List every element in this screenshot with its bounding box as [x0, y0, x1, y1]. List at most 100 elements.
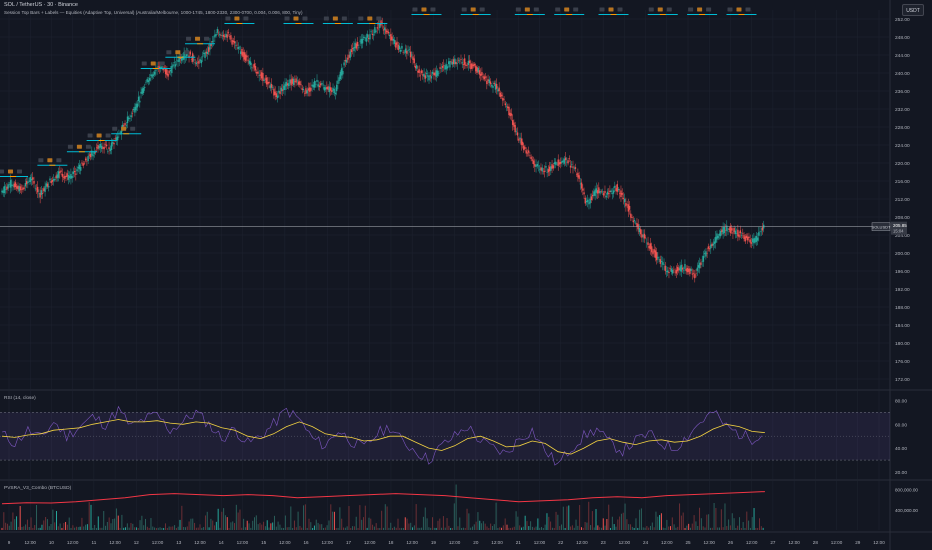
volume-bar [166, 527, 168, 530]
candle-body [703, 253, 706, 255]
candle-body [710, 244, 712, 249]
session-label-tag [130, 126, 136, 131]
candle-body [601, 191, 604, 193]
volume-bar [430, 527, 432, 530]
volume-bar [119, 527, 121, 530]
volume-bar [686, 525, 688, 530]
volume-bar [57, 526, 59, 530]
candle-body [591, 194, 594, 197]
candle-body [435, 70, 438, 77]
volume-bar [5, 522, 7, 530]
x-tick-label: 12:00 [322, 540, 334, 545]
volume-bar [232, 521, 234, 530]
candle-body [756, 237, 759, 241]
volume-bar [295, 527, 297, 530]
candle-body [169, 70, 172, 72]
x-tick-label: 12:00 [491, 540, 503, 545]
candle-body [44, 186, 46, 192]
candle-body [646, 242, 648, 244]
candle-body [495, 83, 498, 89]
rsi-legend[interactable]: RSI (14, close) [4, 396, 36, 401]
volume-bar [491, 525, 493, 530]
candle-body [137, 96, 140, 102]
volume-bar [504, 518, 506, 530]
candle-body [136, 103, 139, 108]
volume-bar [61, 527, 63, 530]
candle-body [509, 112, 511, 117]
candle-body [614, 185, 616, 188]
candle-body [548, 166, 551, 172]
volume-bar [188, 521, 190, 530]
candle-body [572, 166, 574, 168]
candle-body [77, 166, 79, 169]
candle-body [669, 268, 671, 269]
candle-body [1, 190, 3, 193]
y-tick-label: 248.00 [895, 35, 910, 41]
candle-body [571, 164, 573, 165]
candle-body [590, 196, 593, 201]
candle-body [526, 152, 529, 154]
candle-body [158, 66, 161, 69]
volume-bar [544, 524, 546, 530]
volume-bar [562, 506, 564, 530]
candle-body [753, 238, 755, 244]
candle-body [235, 45, 237, 46]
candle-body [738, 234, 740, 238]
volume-legend[interactable]: PVSRA_V3_Combo (BTCUSD) [4, 486, 72, 491]
volume-bar [751, 517, 753, 530]
candle-body [412, 56, 414, 60]
volume-bar [511, 527, 513, 530]
candle-body [132, 109, 135, 111]
candle-body [70, 173, 72, 180]
volume-bar [161, 527, 163, 530]
volume-bar [312, 527, 314, 530]
candle-body [429, 75, 431, 77]
candle-body [657, 256, 659, 259]
y-tick-label: 236.00 [895, 89, 910, 95]
candle-body [317, 84, 319, 87]
volume-bar [117, 515, 119, 530]
session-label-tag [666, 7, 672, 12]
indicator-legend[interactable]: Session Top Bars + Labels — Equities (Ad… [4, 10, 303, 15]
session-label-tag [225, 16, 231, 21]
candle-body [479, 73, 482, 76]
candle-body [449, 61, 451, 68]
volume-bar [83, 526, 85, 530]
candle-body [724, 229, 727, 231]
candle-body [759, 231, 761, 232]
candle-body [547, 169, 550, 173]
candle-body [216, 28, 219, 33]
candle-body [550, 166, 552, 171]
candle-body [174, 64, 177, 67]
volume-bar [362, 517, 364, 530]
currency-button[interactable]: USDT [902, 4, 924, 16]
volume-bar [88, 502, 90, 530]
candle-body [647, 242, 649, 246]
volume-bar [608, 504, 610, 530]
candle-body [312, 84, 315, 88]
candle-body [81, 162, 83, 164]
candle-body [584, 197, 586, 204]
volume-bars [1, 484, 764, 530]
volume-bar [746, 511, 748, 530]
volume-bar [313, 525, 315, 530]
candle-body [180, 57, 183, 61]
candle-body [568, 158, 570, 160]
candle-body [612, 190, 615, 194]
candle-body [716, 233, 718, 240]
candle-body [760, 231, 762, 233]
volume-bar [410, 522, 412, 530]
x-tick-label: 12:00 [24, 540, 36, 545]
session-label-tag [524, 7, 530, 12]
candle-body [511, 120, 514, 125]
candle-body [273, 88, 275, 96]
symbol-title[interactable]: SOL / TetherUS · 30 · Binance [4, 2, 78, 8]
candle-body [667, 270, 669, 273]
volume-bar [679, 503, 681, 530]
candle-body [577, 172, 579, 178]
candle-body [722, 226, 724, 235]
volume-bar [580, 527, 582, 530]
candle-body [168, 71, 171, 73]
volume-bar [308, 518, 310, 530]
candle-body [674, 271, 676, 273]
